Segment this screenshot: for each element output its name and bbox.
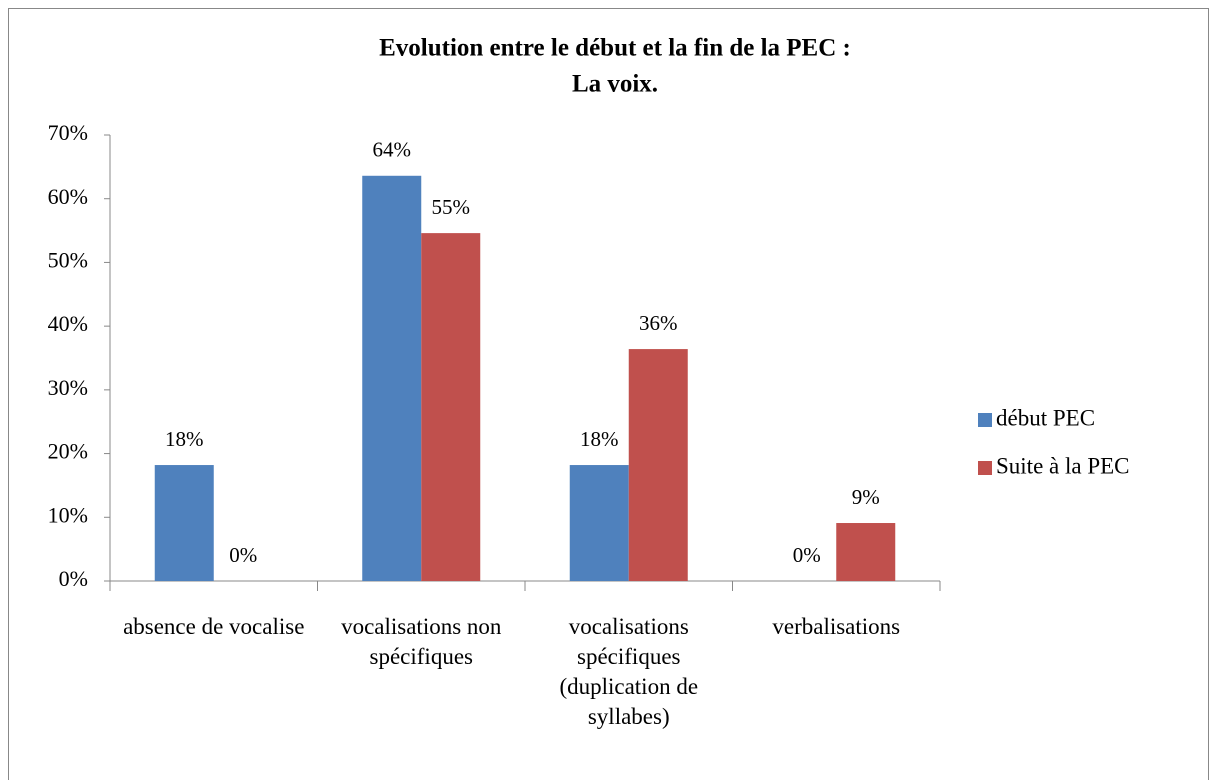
bar bbox=[836, 523, 896, 581]
x-tick-label: vocalisations spécifiques (duplication d… bbox=[559, 614, 699, 729]
chart-border bbox=[8, 8, 1209, 780]
data-label: 64% bbox=[373, 138, 412, 162]
data-label: 0% bbox=[793, 543, 821, 567]
y-tick-label: 10% bbox=[48, 502, 88, 527]
data-label: 18% bbox=[165, 427, 204, 451]
y-tick-label: 30% bbox=[48, 375, 88, 400]
legend-swatch bbox=[978, 461, 992, 475]
data-label: 55% bbox=[432, 195, 471, 219]
data-label: 9% bbox=[852, 485, 880, 509]
bar bbox=[569, 465, 629, 581]
y-tick-label: 70% bbox=[48, 120, 88, 145]
data-label: 0% bbox=[229, 543, 257, 567]
y-tick-label: 20% bbox=[48, 439, 88, 464]
chart-title: Evolution entre le début et la fin de la… bbox=[379, 35, 851, 62]
x-tick-label: verbalisations bbox=[772, 614, 901, 639]
legend-label: début PEC bbox=[996, 405, 1095, 430]
bar bbox=[628, 349, 688, 581]
y-tick-label: 60% bbox=[48, 184, 88, 209]
legend-label: Suite à la PEC bbox=[996, 453, 1130, 478]
bar bbox=[421, 233, 481, 581]
y-tick-label: 50% bbox=[48, 247, 88, 272]
chart-title: La voix. bbox=[572, 71, 658, 98]
data-label: 18% bbox=[580, 427, 619, 451]
bar bbox=[362, 175, 422, 581]
y-tick-label: 0% bbox=[59, 566, 88, 591]
x-tick-label: vocalisations non spécifiques bbox=[341, 614, 502, 669]
legend-swatch bbox=[978, 413, 992, 427]
y-tick-label: 40% bbox=[48, 311, 88, 336]
x-tick-label: absence de vocalise bbox=[123, 614, 305, 639]
bar bbox=[154, 465, 214, 581]
data-label: 36% bbox=[639, 311, 678, 335]
